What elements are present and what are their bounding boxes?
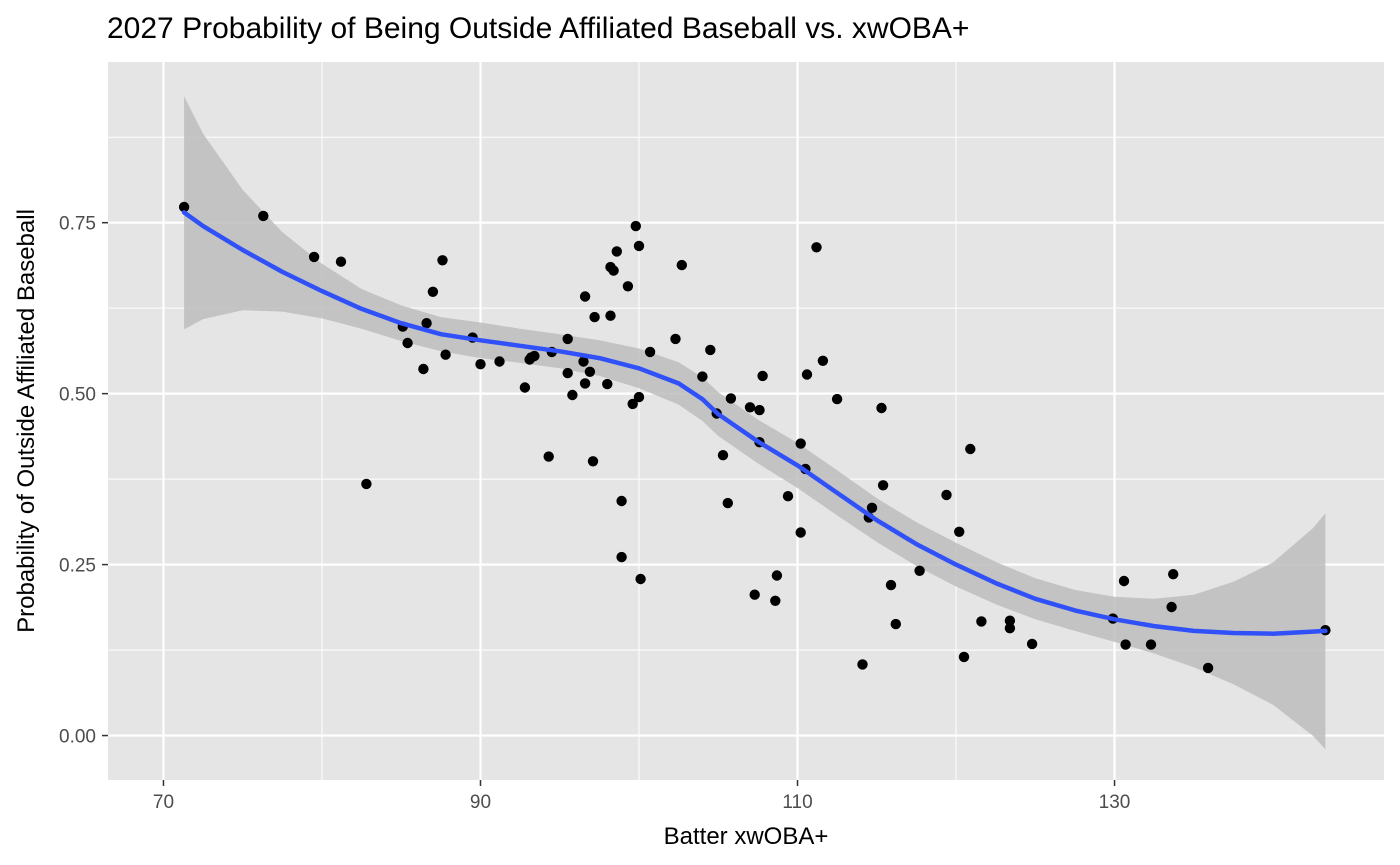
- data-point: [644, 346, 656, 358]
- data-point: [494, 356, 505, 367]
- data-point: [1202, 662, 1214, 674]
- data-point: [616, 551, 627, 563]
- x-tick-label: 90: [470, 792, 491, 813]
- data-point: [914, 565, 925, 576]
- data-point: [602, 378, 613, 390]
- y-tick-label: 0.00: [59, 727, 96, 748]
- data-point: [627, 398, 638, 410]
- data-point: [589, 311, 600, 323]
- data-point: [427, 286, 439, 297]
- data-point: [1026, 638, 1038, 650]
- data-point: [361, 478, 372, 490]
- data-point: [1004, 623, 1016, 634]
- data-point: [722, 497, 733, 509]
- y-tick-label: 0.50: [59, 385, 96, 406]
- data-point: [811, 242, 822, 253]
- data-point: [1145, 639, 1157, 650]
- data-point: [697, 371, 708, 382]
- data-point: [941, 489, 952, 501]
- data-point: [308, 251, 320, 263]
- data-point: [608, 265, 619, 276]
- y-axis: 0.00 0.25 0.50 0.75: [59, 214, 108, 748]
- data-point: [954, 526, 965, 537]
- data-point: [885, 579, 897, 591]
- smooth-trend-line: [181, 210, 1328, 636]
- data-point: [705, 344, 716, 356]
- data-point: [587, 456, 599, 467]
- data-point: [782, 491, 794, 502]
- data-point: [579, 291, 591, 302]
- data-point: [795, 438, 806, 449]
- data-point: [831, 393, 843, 405]
- data-points: [178, 201, 1331, 674]
- data-point: [584, 366, 596, 377]
- x-tick-label: 70: [153, 792, 174, 813]
- data-point: [1120, 639, 1131, 650]
- data-point: [178, 201, 190, 213]
- data-point: [770, 595, 781, 606]
- data-point: [562, 333, 573, 345]
- data-point: [771, 570, 783, 581]
- y-tick-label: 0.25: [59, 556, 96, 577]
- x-axis: 70 90 110 130: [153, 780, 1130, 813]
- data-point: [749, 589, 760, 600]
- confidence-ribbon: [184, 96, 1326, 750]
- data-point: [437, 255, 448, 266]
- data-point: [605, 310, 616, 321]
- data-point: [402, 337, 413, 349]
- data-point: [421, 318, 432, 329]
- data-point: [866, 502, 878, 513]
- data-point: [670, 333, 681, 345]
- data-point: [857, 659, 868, 670]
- data-point: [1118, 575, 1130, 587]
- data-point: [630, 220, 641, 232]
- data-point: [890, 618, 901, 630]
- data-point: [635, 573, 646, 585]
- data-point: [578, 356, 589, 367]
- data-point: [258, 210, 269, 222]
- data-point: [1168, 569, 1179, 580]
- data-point: [817, 355, 829, 366]
- data-point: [744, 402, 756, 413]
- data-point: [965, 443, 976, 455]
- data-point: [876, 402, 887, 414]
- data-point: [717, 450, 729, 461]
- data-point: [958, 651, 970, 663]
- data-point: [622, 281, 634, 292]
- data-point: [440, 349, 451, 360]
- data-point: [725, 393, 737, 404]
- data-point: [475, 359, 486, 370]
- data-point: [633, 240, 645, 252]
- data-point: [519, 382, 531, 393]
- data-point: [611, 246, 622, 257]
- chart-title: 2027 Probability of Being Outside Affili…: [107, 12, 970, 45]
- data-point: [579, 378, 591, 389]
- data-point: [676, 259, 687, 271]
- data-point: [795, 527, 806, 538]
- data-point: [616, 495, 627, 507]
- x-axis-title: Batter xwOBA+: [664, 823, 829, 850]
- data-point: [801, 369, 813, 380]
- data-point: [543, 451, 554, 462]
- x-tick-label: 110: [782, 792, 812, 813]
- y-axis-title: Probability of Outside Affiliated Baseba…: [13, 209, 40, 633]
- data-point: [633, 391, 645, 403]
- data-point: [757, 370, 768, 382]
- grid-major: [108, 62, 1384, 780]
- data-point: [529, 350, 540, 362]
- data-point: [976, 616, 987, 627]
- data-point: [567, 389, 578, 401]
- data-point: [335, 256, 347, 267]
- data-point: [1004, 615, 1016, 626]
- data-point: [877, 480, 889, 491]
- x-tick-label: 130: [1099, 792, 1131, 813]
- y-tick-label: 0.75: [59, 214, 96, 235]
- data-point: [1166, 601, 1177, 613]
- data-point: [754, 404, 765, 416]
- data-point: [418, 363, 429, 375]
- data-point: [562, 367, 573, 379]
